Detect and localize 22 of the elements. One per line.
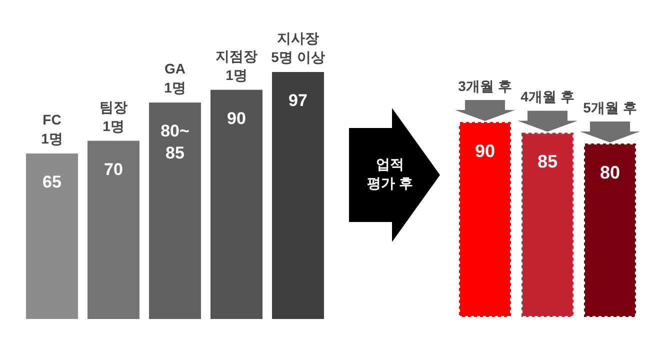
x-tick-label: 3개월 후 [458,78,512,94]
data-label: 85 [537,152,558,172]
bar [26,153,78,319]
data-label: 90 [474,141,496,161]
x-tick-label: 4개월 후 [520,88,574,105]
x-tick-label: 지점장 1명 [216,48,258,83]
bar [272,72,324,319]
bar [210,90,262,319]
x-tick-label: 팀장 1명 [100,98,128,134]
x-tick-label: 지사장 5명 이상 [271,30,325,65]
x-tick-label: 5개월 후 [583,99,637,116]
data-label: 80~ 85 [160,122,190,163]
bar [149,102,201,319]
bar [88,140,140,319]
x-tick-label: GA 1명 [164,60,186,96]
data-label: 80 [600,162,620,182]
data-label: 97 [288,91,308,110]
data-label: 90 [227,108,246,128]
text: 업적 평가 후 [367,156,413,191]
data-label: 65 [42,172,62,192]
x-tick-label: FC 1명 [41,111,63,146]
data-label: 70 [104,160,123,179]
